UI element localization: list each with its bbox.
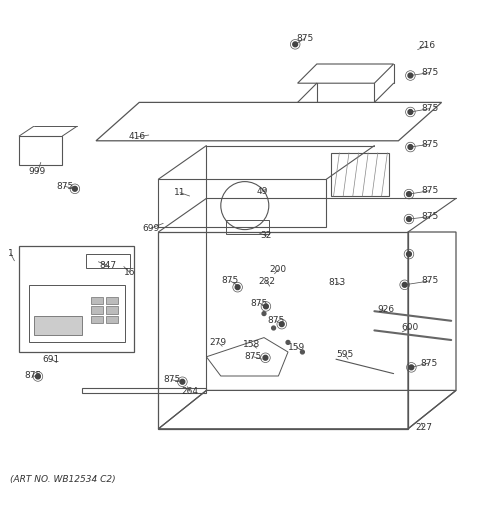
Text: 595: 595 — [336, 350, 353, 359]
Bar — [106, 316, 118, 323]
Circle shape — [402, 283, 407, 287]
Text: 16: 16 — [124, 268, 135, 277]
Text: 875: 875 — [56, 182, 73, 191]
Circle shape — [407, 191, 411, 197]
Text: 875: 875 — [296, 34, 313, 43]
Bar — [34, 316, 82, 335]
Text: 875: 875 — [222, 276, 239, 286]
Circle shape — [286, 340, 290, 344]
Text: 416: 416 — [128, 133, 145, 141]
Circle shape — [300, 350, 304, 354]
Text: 875: 875 — [163, 375, 180, 385]
Text: 847: 847 — [99, 261, 117, 270]
Text: 875: 875 — [421, 276, 438, 286]
Text: 264: 264 — [181, 387, 199, 396]
Text: 875: 875 — [421, 212, 438, 221]
Text: 875: 875 — [251, 298, 268, 308]
Text: 875: 875 — [421, 104, 438, 113]
Text: (ART NO. WB12534 C2): (ART NO. WB12534 C2) — [10, 475, 115, 484]
Text: 699: 699 — [143, 224, 160, 232]
Text: 926: 926 — [377, 305, 394, 314]
Text: 11: 11 — [174, 188, 186, 197]
Circle shape — [409, 365, 414, 370]
Circle shape — [264, 304, 268, 309]
Bar — [106, 297, 118, 304]
Circle shape — [407, 217, 411, 221]
Circle shape — [262, 312, 266, 315]
Circle shape — [36, 374, 40, 379]
Text: 875: 875 — [245, 352, 262, 361]
Text: 813: 813 — [328, 278, 346, 287]
Circle shape — [408, 73, 413, 78]
Circle shape — [235, 285, 240, 290]
Bar — [91, 316, 103, 323]
Circle shape — [293, 42, 298, 47]
Text: 159: 159 — [288, 343, 305, 352]
Text: 200: 200 — [270, 265, 287, 274]
Text: 158: 158 — [243, 340, 261, 349]
Circle shape — [272, 326, 276, 330]
Text: 32: 32 — [261, 231, 272, 240]
Text: 875: 875 — [421, 140, 438, 148]
Text: 49: 49 — [257, 187, 268, 196]
Circle shape — [408, 145, 413, 150]
Circle shape — [180, 379, 185, 384]
Text: 216: 216 — [419, 41, 436, 50]
Text: 875: 875 — [420, 358, 437, 368]
Text: 227: 227 — [415, 423, 432, 432]
Bar — [106, 306, 118, 313]
Circle shape — [279, 322, 284, 327]
Text: 279: 279 — [210, 338, 227, 347]
Bar — [91, 306, 103, 313]
Text: 691: 691 — [43, 355, 60, 364]
Circle shape — [407, 252, 411, 257]
Bar — [91, 297, 103, 304]
Circle shape — [72, 186, 77, 191]
Circle shape — [408, 110, 413, 114]
Text: 600: 600 — [402, 324, 419, 332]
Text: 999: 999 — [29, 167, 46, 177]
Circle shape — [263, 355, 268, 360]
Text: 875: 875 — [421, 186, 438, 195]
Text: 875: 875 — [267, 316, 285, 325]
Text: 875: 875 — [24, 372, 41, 380]
Text: 875: 875 — [421, 68, 438, 77]
Text: 282: 282 — [258, 277, 275, 286]
Text: 1: 1 — [8, 249, 13, 258]
